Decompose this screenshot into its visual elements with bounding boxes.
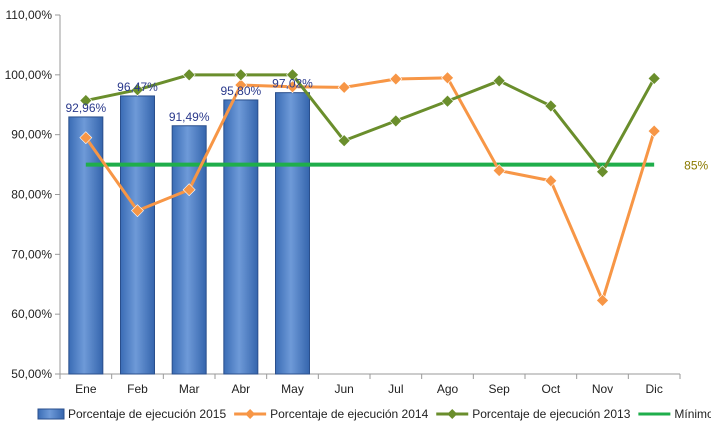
line-2013-marker [389,114,403,128]
bar-data-label: 91,49% [169,110,210,124]
line-2014-marker [647,124,661,138]
x-tick-label: Jul [388,382,403,396]
line-2014-marker [596,293,609,307]
x-tick-label: Jun [334,382,353,396]
x-tick-label: Sep [488,382,510,396]
legend-item: Porcentaje de ejecución 2015 [37,407,226,421]
reference-line-cepis: 85% [85,159,709,173]
line-2014-marker [441,71,454,85]
bars-2015 [68,92,310,375]
line-2013 [79,68,661,179]
line-2014-marker [389,72,403,86]
line-2014-marker [234,78,248,92]
line-2014-marker [286,80,299,94]
bar-2015 [120,95,155,375]
legend-item: Mínimo CEPIS [638,407,711,421]
cepis-label: 85% [684,159,708,173]
legend-label: Porcentaje de ejecución 2013 [472,407,630,421]
line-2013-marker [544,99,558,113]
line-2013-marker [492,74,506,88]
bar-2015 [223,99,259,375]
x-tick-label: Ene [75,382,97,396]
bar-2015 [68,116,104,375]
line-2013-marker [79,94,93,107]
axes: 50,00% 60,00% 70,00% 80,00% 90,00% 100,00% 110… [5,8,681,396]
bar-data-label: 96,47% [117,80,158,94]
x-tick-label: Feb [127,382,148,396]
line-2014-marker [131,204,144,218]
legend-swatch-marker [245,409,256,419]
line-2014-marker [182,183,196,197]
line-2014-marker [337,80,351,94]
x-tick-label: May [281,382,304,396]
line-2013-marker [131,83,144,97]
x-tick-label: Mar [179,382,200,396]
x-tick-label: Oct [541,382,560,396]
legend-item: Porcentaje de ejecución 2013 [436,407,631,421]
line-2013-marker [337,134,351,148]
bar-data-label: 92,96% [65,101,106,115]
line-2014-marker [492,164,506,177]
line-2013-marker [234,68,248,82]
data-labels: 92,96% 96,47% 91,49% 95,80% 97,02% [65,77,313,124]
x-tick-label: Dic [645,382,662,396]
line-2014-marker [544,174,558,188]
line-2013-marker [441,94,454,108]
y-tick-label: 100,00% [5,68,53,82]
y-tick-label: 90,00% [11,128,52,142]
line-2013-path [85,73,656,174]
x-tick-label: Abr [231,382,250,396]
legend-label: Porcentaje de ejecución 2014 [270,407,428,421]
line-2013-marker [596,165,609,179]
legend-label: Porcentaje de ejecución 2015 [68,407,226,421]
y-tick-label: 50,00% [11,367,52,381]
line-2014 [79,71,661,307]
legend-label: Mínimo CEPIS [674,407,711,421]
legend-swatch-bar [37,408,65,420]
y-tick-label: 80,00% [11,188,52,202]
legend-item: Porcentaje de ejecución 2014 [234,407,429,421]
bar-data-label: 97,02% [272,77,313,91]
legend: Porcentaje de ejecución 2015 Porcentaje d… [37,407,711,421]
line-2013-marker [647,71,661,85]
bar-2015 [275,92,310,375]
y-tick-label: 60,00% [11,307,52,321]
y-tick-label: 110,00% [6,8,53,22]
x-tick-label: Nov [592,382,613,396]
legend-swatch-marker [447,409,458,419]
line-2014-path [84,76,656,302]
line-2014-marker [79,131,93,145]
line-2013-marker [182,68,196,82]
y-tick-label: 70,00% [11,247,52,261]
line-2013-marker [286,68,299,82]
x-tick-label: Ago [437,382,459,396]
bar-data-label: 95,80% [220,84,261,98]
